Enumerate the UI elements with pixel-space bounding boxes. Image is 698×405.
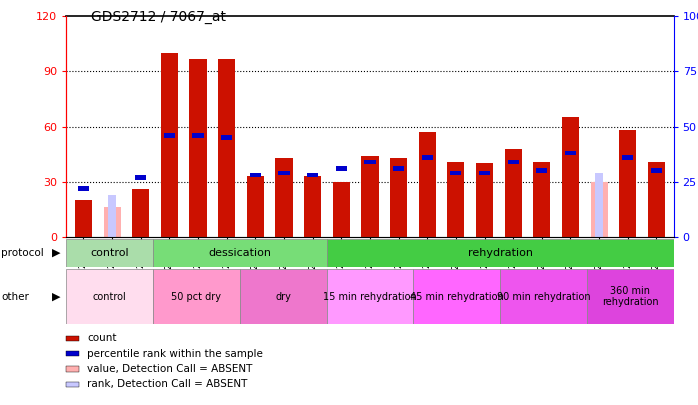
Text: ▶: ▶ xyxy=(52,248,61,258)
Bar xyxy=(135,175,147,180)
Bar xyxy=(276,158,292,237)
Bar xyxy=(153,239,327,267)
Bar xyxy=(75,200,92,237)
Bar xyxy=(193,133,204,138)
Bar xyxy=(362,156,378,237)
Bar xyxy=(536,168,547,173)
Bar xyxy=(479,171,490,175)
Bar xyxy=(132,189,149,237)
Text: percentile rank within the sample: percentile rank within the sample xyxy=(87,349,263,358)
Bar xyxy=(327,269,413,324)
Bar xyxy=(533,162,551,237)
Bar xyxy=(500,269,587,324)
Bar xyxy=(565,151,576,156)
Bar xyxy=(447,162,464,237)
Text: count: count xyxy=(87,333,117,343)
Bar xyxy=(333,182,350,237)
Bar xyxy=(651,168,662,173)
Bar xyxy=(393,166,404,171)
Bar xyxy=(304,176,321,237)
Text: 50 pct dry: 50 pct dry xyxy=(172,292,221,302)
Bar xyxy=(507,160,519,164)
Text: rehydration: rehydration xyxy=(468,248,533,258)
Text: control: control xyxy=(90,248,129,258)
Bar xyxy=(622,155,633,160)
Bar xyxy=(505,149,521,237)
Text: 15 min rehydration: 15 min rehydration xyxy=(323,292,417,302)
Bar xyxy=(240,269,327,324)
Bar xyxy=(591,182,608,237)
Bar xyxy=(164,133,175,138)
Bar xyxy=(189,58,207,237)
Text: 45 min rehydration: 45 min rehydration xyxy=(410,292,503,302)
Bar xyxy=(413,269,500,324)
Bar xyxy=(476,163,493,237)
Bar xyxy=(619,130,637,237)
Bar xyxy=(587,269,674,324)
Bar xyxy=(390,158,407,237)
Bar xyxy=(279,171,290,175)
Text: 90 min rehydration: 90 min rehydration xyxy=(497,292,591,302)
Bar xyxy=(422,155,433,160)
Bar xyxy=(648,162,665,237)
Bar xyxy=(66,269,153,324)
Text: ▶: ▶ xyxy=(52,292,61,302)
Text: control: control xyxy=(93,292,126,302)
Text: value, Detection Call = ABSENT: value, Detection Call = ABSENT xyxy=(87,364,253,374)
Bar xyxy=(562,117,579,237)
Text: rank, Detection Call = ABSENT: rank, Detection Call = ABSENT xyxy=(87,379,248,389)
Bar xyxy=(247,176,264,237)
Bar xyxy=(218,58,235,237)
Bar xyxy=(336,166,347,171)
Bar xyxy=(66,239,153,267)
Bar xyxy=(250,173,261,177)
Bar xyxy=(419,132,436,237)
Bar xyxy=(595,173,603,237)
Bar xyxy=(307,173,318,177)
Bar xyxy=(364,160,376,164)
Bar xyxy=(103,207,121,237)
Bar xyxy=(221,135,232,140)
Bar xyxy=(108,195,117,237)
Bar xyxy=(450,171,461,175)
Bar xyxy=(153,269,240,324)
Text: other: other xyxy=(1,292,29,302)
Bar xyxy=(161,53,178,237)
Text: GDS2712 / 7067_at: GDS2712 / 7067_at xyxy=(91,10,225,24)
Bar xyxy=(78,186,89,191)
Text: 360 min
rehydration: 360 min rehydration xyxy=(602,286,658,307)
Text: protocol: protocol xyxy=(1,248,44,258)
Text: dry: dry xyxy=(275,292,291,302)
Text: dessication: dessication xyxy=(208,248,272,258)
Bar xyxy=(327,239,674,267)
